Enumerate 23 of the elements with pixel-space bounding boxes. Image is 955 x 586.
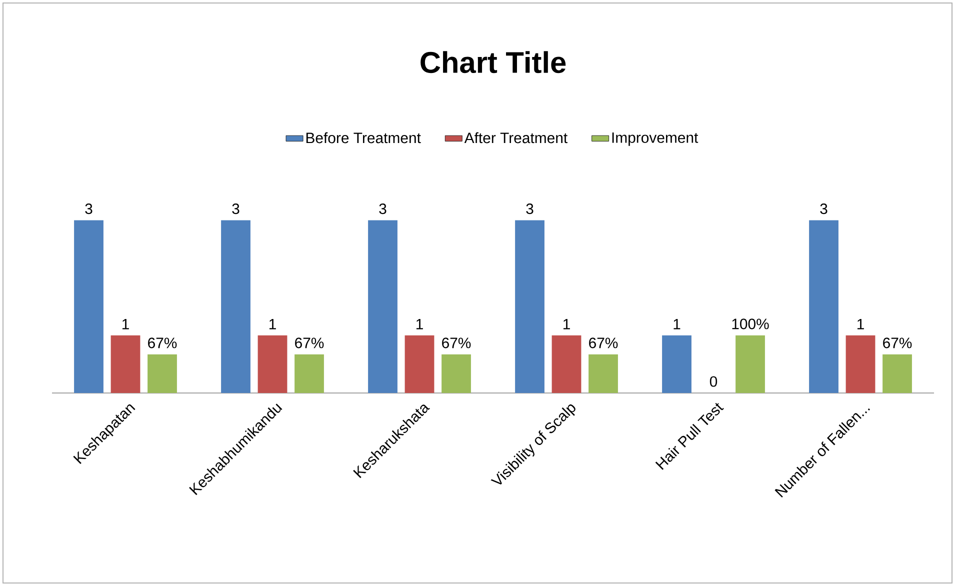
data-label: 3 [820,203,828,214]
data-label: 67% [148,338,177,348]
data-label: 3 [379,203,386,214]
data-label: 67% [883,338,912,348]
data-label: 1 [122,318,129,330]
chart-title: Chart Title [420,51,566,74]
data-label: 3 [85,203,92,214]
data-label: 67% [295,338,324,348]
data-label: 1 [674,318,680,330]
data-label: 1 [269,318,276,330]
data-label: 0 [710,376,718,387]
legend-label: Before Treatment [306,132,421,144]
data-label: 1 [857,318,864,330]
legend-label: Improvement [612,132,698,146]
data-label: 1 [416,318,423,330]
legend-label: After Treatment [464,132,568,144]
data-label: 67% [442,338,471,348]
data-label: 1 [563,318,570,330]
data-label: 3 [526,203,534,214]
x-tick-label: Hair Pull Test [655,402,724,470]
data-label: 100% [732,318,769,330]
data-label: 3 [232,203,240,214]
data-label: 67% [589,338,618,348]
